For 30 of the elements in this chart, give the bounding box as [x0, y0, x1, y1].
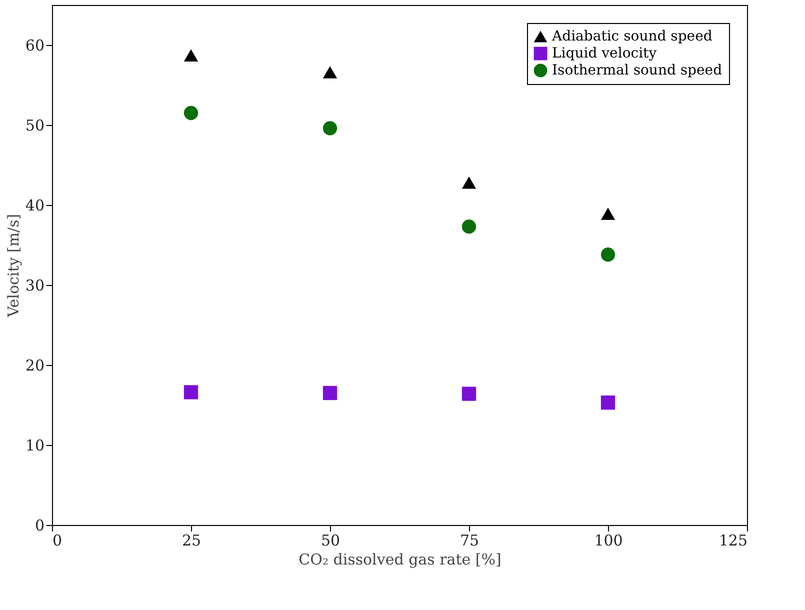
point	[322, 386, 338, 400]
x-tick-label: 0	[52, 532, 62, 550]
point	[184, 385, 198, 400]
x-tick-label: 125	[718, 532, 748, 550]
y-tick-label: 50	[25, 116, 44, 134]
y-tick-label: 40	[25, 196, 44, 214]
legend-label: Isothermal sound speed	[552, 62, 722, 78]
point	[322, 66, 338, 78]
x-tick-label: 25	[182, 532, 202, 550]
x-tick-label: 50	[320, 532, 340, 550]
point	[600, 208, 616, 220]
point	[462, 220, 476, 234]
x-tick-label: 100	[594, 532, 623, 550]
y-tick-label: 0	[34, 516, 44, 534]
y-tick-label: 20	[25, 356, 44, 374]
y-axis-title: Velocity [m/s]	[4, 214, 22, 318]
x-tick-label: 75	[460, 532, 480, 550]
x-axis-title: CO₂ dissolved gas rate [%]	[298, 550, 502, 568]
point	[600, 248, 616, 262]
legend-label: Adiabatic sound speed	[551, 28, 712, 44]
point	[184, 49, 198, 62]
point	[462, 386, 476, 401]
legend-label: Liquid velocity	[552, 46, 657, 62]
point	[600, 396, 616, 410]
y-tick-label: 30	[25, 276, 44, 294]
y-tick-label: 60	[25, 36, 44, 54]
point	[462, 176, 476, 189]
point	[184, 106, 198, 120]
point	[322, 121, 338, 136]
y-tick-label: 10	[25, 436, 44, 454]
